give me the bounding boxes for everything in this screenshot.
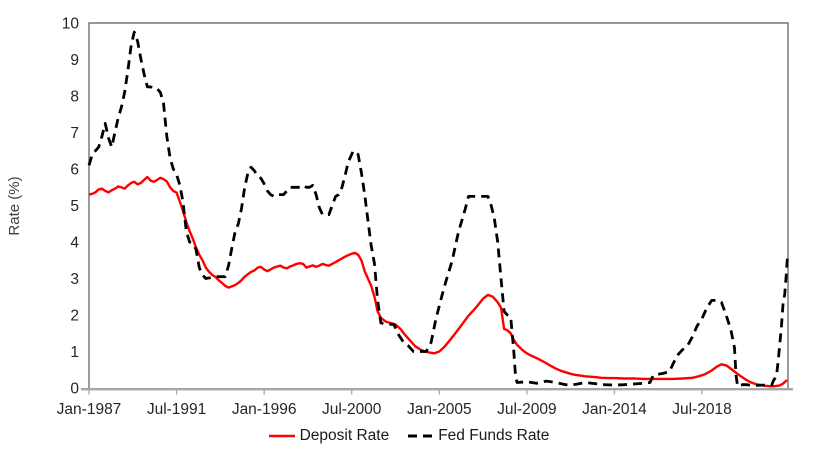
deposit-rate-line (88, 175, 788, 388)
plot-border (88, 22, 789, 388)
deposit-rate-line-swatch (268, 434, 295, 438)
legend-label-fed-funds-rate: Fed Funds Rate (438, 427, 550, 444)
x-tick-label: Jan-2014 (582, 401, 647, 418)
y-tick-label: 6 (70, 162, 79, 179)
y-tick-label: 7 (70, 125, 79, 142)
y-tick-label: 0 (70, 381, 79, 398)
x-tick-label: Jul-1991 (147, 401, 206, 418)
y-tick-label: 5 (70, 198, 79, 215)
x-tick-label: Jul-2009 (497, 401, 556, 418)
y-tick-label: 8 (70, 89, 79, 106)
y-tick-label: 9 (70, 52, 79, 69)
y-tick-label: 4 (70, 235, 79, 252)
y-axis-title: Rate (%) (6, 176, 23, 235)
legend-item-fed-funds-rate: Fed Funds Rate (407, 427, 549, 445)
y-tick-label: 1 (70, 344, 79, 361)
x-tick-label: Jan-1996 (232, 401, 297, 418)
legend-item-deposit-rate: Deposit Rate (268, 427, 390, 445)
x-tick-label: Jan-2005 (407, 401, 472, 418)
y-tick-label: 10 (62, 16, 80, 33)
y-tick-label: 3 (70, 271, 79, 288)
fed-funds-rate-line-swatch (408, 434, 434, 438)
x-tick-label: Jul-2000 (322, 401, 382, 418)
x-tick-label: Jan-1987 (57, 401, 122, 418)
y-tick-label: 2 (70, 308, 79, 325)
fed-funds-rate-line (87, 30, 789, 388)
x-tick-label: Jul-2018 (672, 401, 731, 418)
chart-legend: Deposit Rate Fed Funds Rate (0, 427, 817, 445)
legend-label-deposit-rate: Deposit Rate (299, 427, 390, 444)
